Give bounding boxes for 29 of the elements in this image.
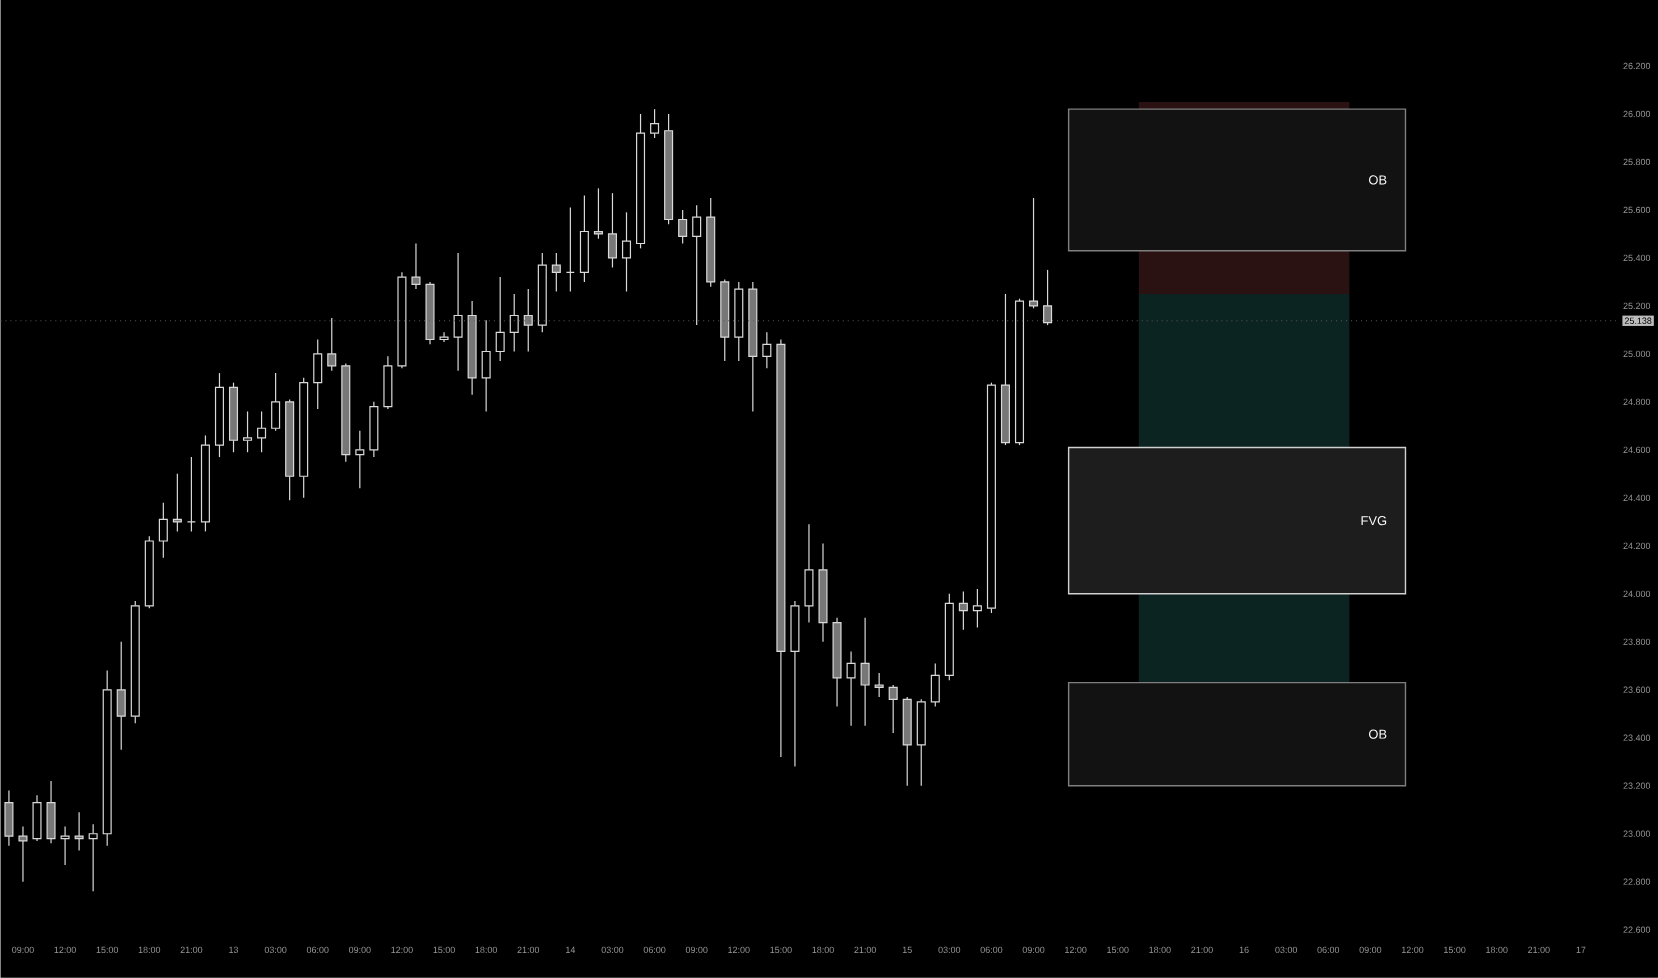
candlestick xyxy=(88,823,98,893)
candlestick xyxy=(762,331,772,370)
candlestick xyxy=(860,617,870,727)
candlestick xyxy=(481,319,491,413)
candlestick xyxy=(355,430,365,489)
candlestick xyxy=(425,281,435,346)
candlestick xyxy=(383,355,393,410)
candlestick xyxy=(523,288,533,353)
candlestick xyxy=(776,339,786,758)
candlestick xyxy=(874,672,884,698)
candlestick xyxy=(621,211,632,293)
candlestick xyxy=(116,641,126,751)
candlestick xyxy=(832,617,842,708)
candlestick xyxy=(804,523,814,624)
candlestick xyxy=(453,252,463,372)
candlestick xyxy=(18,826,28,883)
candlestick xyxy=(32,794,42,842)
candlestick xyxy=(4,790,14,847)
candlestick xyxy=(467,300,477,396)
candlestick xyxy=(74,811,84,852)
candlestick xyxy=(369,401,379,458)
candlestick xyxy=(790,600,800,768)
candlestick xyxy=(411,243,421,290)
candlestick xyxy=(439,331,449,341)
candlestick xyxy=(46,780,56,845)
candlestick xyxy=(60,826,70,866)
candlestick xyxy=(846,650,856,727)
candlestick xyxy=(509,293,519,353)
candlestick xyxy=(818,542,828,643)
